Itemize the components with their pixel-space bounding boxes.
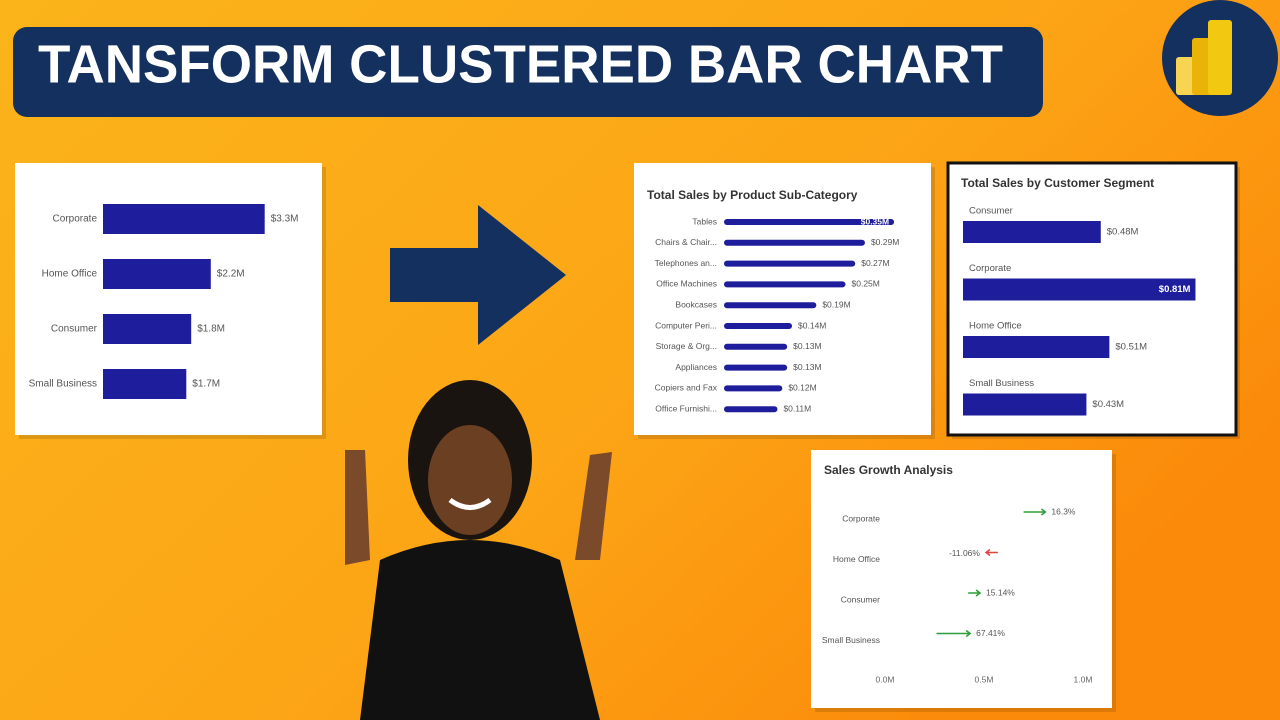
category-label: Corporate xyxy=(969,263,1011,274)
bar xyxy=(103,259,211,289)
category-label: Home Office xyxy=(969,321,1022,332)
category-label: Appliances xyxy=(675,362,717,372)
value-label: $0.51M xyxy=(1115,342,1147,353)
value-label: 15.14% xyxy=(986,587,1015,597)
panel-title: Sales Growth Analysis xyxy=(824,463,953,477)
value-label: $0.43M xyxy=(1092,399,1124,410)
category-label: Office Machines xyxy=(656,279,717,289)
value-label: $0.35M xyxy=(861,216,889,226)
bar xyxy=(724,219,895,225)
category-label: Bookcases xyxy=(675,299,717,309)
category-label: Copiers and Fax xyxy=(655,383,718,393)
growth-arrow xyxy=(984,548,998,557)
bar xyxy=(724,385,783,392)
presenter xyxy=(345,380,612,720)
category-label: Consumer xyxy=(841,594,880,604)
bar xyxy=(724,239,865,246)
bar xyxy=(724,302,817,309)
bar xyxy=(963,336,1110,358)
x-tick-label: 0.0M xyxy=(876,674,895,684)
category-label: Chairs & Chair... xyxy=(655,237,717,247)
value-label: $0.19M xyxy=(822,299,850,309)
title-banner xyxy=(13,27,1043,117)
panel xyxy=(634,163,931,435)
growth-arrow xyxy=(968,589,982,597)
value-label: $0.27M xyxy=(861,258,889,268)
bar xyxy=(963,278,1196,301)
category-label: Tables xyxy=(692,216,717,226)
value-label: 67.41% xyxy=(976,628,1005,638)
value-label: $0.11M xyxy=(783,403,811,413)
x-tick-label: 1.0M xyxy=(1074,674,1093,684)
category-label: Consumer xyxy=(51,324,98,335)
category-label: Small Business xyxy=(969,378,1034,389)
value-label: $2.2M xyxy=(217,269,245,280)
bar xyxy=(724,343,788,350)
bar xyxy=(724,281,846,288)
category-label: Home Office xyxy=(42,269,98,280)
value-label: $0.29M xyxy=(871,237,899,247)
category-label: Small Business xyxy=(822,635,880,645)
value-label: $0.48M xyxy=(1107,227,1139,238)
bar xyxy=(963,221,1101,243)
panel-title: Total Sales by Customer Segment xyxy=(961,176,1154,190)
growth-arrow xyxy=(1023,508,1047,516)
category-label: Consumer xyxy=(969,206,1013,217)
value-label: $0.81M xyxy=(1159,284,1191,295)
panel xyxy=(811,450,1112,708)
value-label: $1.7M xyxy=(192,379,220,390)
x-tick-label: 0.5M xyxy=(975,674,994,684)
value-label: $0.14M xyxy=(798,320,826,330)
category-label: Computer Peri... xyxy=(655,320,717,330)
category-label: Small Business xyxy=(29,379,97,390)
value-label: $3.3M xyxy=(271,214,299,225)
category-label: Office Furnishi... xyxy=(655,403,717,413)
panel-title: Total Sales by Product Sub-Category xyxy=(647,188,858,202)
logo xyxy=(1162,0,1278,116)
category-label: Storage & Org... xyxy=(656,341,717,351)
bar xyxy=(724,323,793,329)
bar xyxy=(103,369,187,399)
headline: TANSFORM CLUSTERED BAR CHART xyxy=(38,34,1003,94)
value-label: $0.12M xyxy=(788,383,816,393)
category-label: Home Office xyxy=(833,554,880,564)
value-label: $0.13M xyxy=(793,341,821,351)
category-label: Corporate xyxy=(842,513,880,523)
bar xyxy=(103,204,265,234)
growth-arrow xyxy=(936,629,972,638)
bar xyxy=(724,364,788,371)
value-label: -11.06% xyxy=(949,548,980,558)
bar xyxy=(724,260,856,267)
bar xyxy=(724,406,778,413)
value-label: $0.13M xyxy=(793,362,821,372)
value-label: $1.8M xyxy=(197,324,225,335)
value-label: $0.25M xyxy=(852,279,880,289)
arrow-graphic xyxy=(390,205,566,345)
category-label: Telephones an... xyxy=(655,258,717,268)
bar xyxy=(103,314,192,344)
category-label: Corporate xyxy=(53,214,98,225)
value-label: 16.3% xyxy=(1051,506,1076,516)
bar xyxy=(963,393,1087,416)
